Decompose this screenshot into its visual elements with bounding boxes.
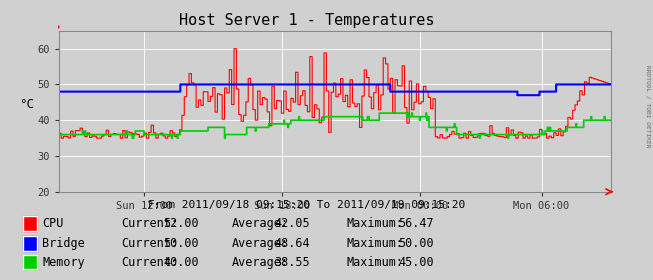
Text: Memory: Memory	[42, 256, 85, 269]
Text: Maximum:: Maximum:	[346, 217, 403, 230]
Text: CPU: CPU	[42, 217, 64, 230]
Text: 38.55: 38.55	[274, 256, 310, 269]
Text: Host Server 1 - Temperatures: Host Server 1 - Temperatures	[179, 13, 435, 28]
Text: RRDTOOL / TOBI OETIKER: RRDTOOL / TOBI OETIKER	[646, 65, 651, 148]
Text: Bridge: Bridge	[42, 237, 85, 250]
Text: 42.05: 42.05	[274, 217, 310, 230]
Text: Maximum:: Maximum:	[346, 256, 403, 269]
Text: 45.00: 45.00	[398, 256, 434, 269]
Text: 40.00: 40.00	[163, 256, 199, 269]
Text: Average:: Average:	[232, 217, 289, 230]
Text: 50.00: 50.00	[163, 237, 199, 250]
Text: Current:: Current:	[121, 237, 178, 250]
Text: Average:: Average:	[232, 256, 289, 269]
Text: Maximum:: Maximum:	[346, 237, 403, 250]
Y-axis label: °C: °C	[19, 98, 34, 111]
Text: Average:: Average:	[232, 237, 289, 250]
Text: 50.00: 50.00	[398, 237, 434, 250]
Text: Current:: Current:	[121, 217, 178, 230]
Text: Current:: Current:	[121, 256, 178, 269]
Text: 56.47: 56.47	[398, 217, 434, 230]
Text: From 2011/09/18 09:15:20 To 2011/09/19 09:15:20: From 2011/09/18 09:15:20 To 2011/09/19 0…	[148, 200, 466, 210]
Text: 48.64: 48.64	[274, 237, 310, 250]
Text: 52.00: 52.00	[163, 217, 199, 230]
